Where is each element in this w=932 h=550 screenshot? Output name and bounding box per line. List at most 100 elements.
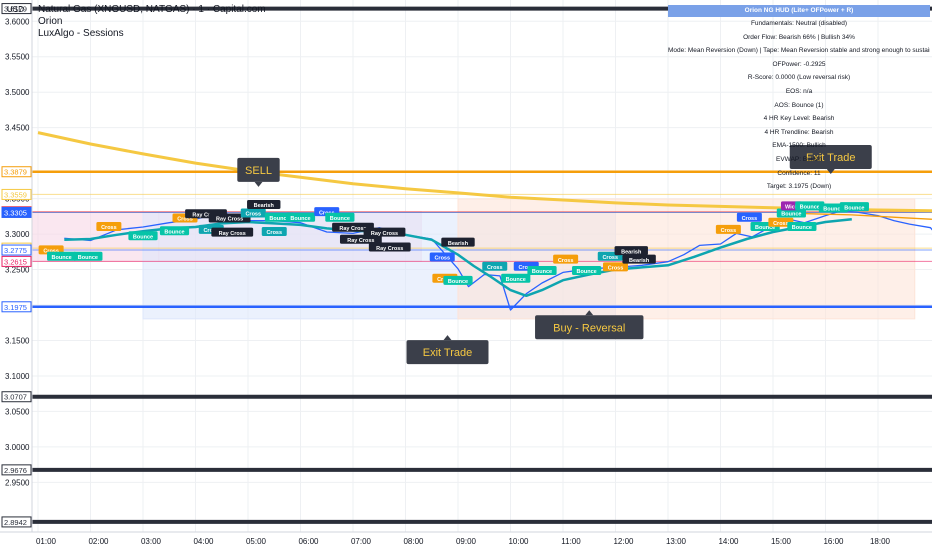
signal-tag-text: Bounce [823,207,843,213]
signal-tag: Bounce [572,265,602,275]
hud-aos: AOS: Bounce (1) [774,101,824,109]
orion-hud-panel: Orion NG HUD (Lite+ OFPower + R) Fundame… [668,5,930,194]
signal-tag-text: Bounce [164,229,184,235]
price-level-badge-text: 3.3879 [4,168,27,177]
signal-tag-text: Bounce [800,205,820,211]
signal-tag: Cross [603,262,628,272]
price-level-badge [1,516,32,528]
y-tick-label: 3.1000 [5,372,30,381]
hud-order-flow: Order Flow: Bearish 66% | Bullish 34% [743,33,855,41]
x-tick-label: 01:00 [36,537,57,546]
signal-tag-text: Bounce [52,255,72,261]
signal-tag-box [787,221,817,231]
indicator-sessions-label[interactable]: LuxAlgo - Sessions [38,28,124,39]
signal-tag-box [482,261,508,271]
signal-tag: Bearish [441,237,475,247]
signal-tag: Cross [240,208,266,218]
signal-tag: Bounce [795,201,825,211]
signal-tag-box [240,208,266,218]
signal-tag-box [429,252,455,262]
signal-tag-text: Cross [518,265,534,271]
signal-tag-text: Cross [43,249,59,255]
signal-tag: Cross [429,252,455,262]
price-level-badge-text: 3.0707 [4,393,27,402]
x-tick-label: 10:00 [508,537,529,546]
y-tick-label: 3.0000 [5,443,30,452]
signal-tag-text: Wick [785,205,799,211]
signal-tag-box [73,251,103,261]
signal-tag: Cross [768,217,794,227]
signal-tag: Bounce [787,221,817,231]
price-level-badge-text: 3.1975 [4,303,27,312]
signal-tag-text: Cross [602,255,618,261]
signal-tag: Bounce [73,251,103,261]
signal-tag-box [736,212,762,222]
price-level-badge [1,188,32,200]
indicator-orion-label[interactable]: Orion [38,16,63,27]
trade-annotation: Exit Trade [406,335,489,365]
signal-tag: Ray Cross [208,213,251,223]
signal-tag: Bounce [443,275,473,285]
signal-tag: Bounce [776,208,806,218]
x-tick-label: 09:00 [456,537,477,546]
signal-tag-text: Bounce [330,216,350,222]
y-tick-label: 3.0500 [5,407,30,416]
hud-trendline: 4 HR Trendline: Bearish [764,128,834,136]
signal-tag: Cross [715,224,741,234]
signal-tag-text: Bounce [755,225,775,231]
signal-tag-box [285,212,316,222]
series-line-3 [799,212,932,220]
price-level-badge [1,464,32,476]
price-level-badge-text: 3.2615 [4,257,27,266]
trade-annotation-pointer [585,310,594,316]
signal-tag-box [715,224,741,234]
trade-annotation: Buy - Reversal [535,310,644,340]
signal-tag-text: Bearish [254,203,275,209]
price-level-badge [1,244,32,256]
hud-ema: EMA-1500: Bullish [772,142,826,150]
signal-tag-box [211,227,254,237]
y-tick-label: 3.4500 [5,124,30,133]
signal-tag-text: Cross [266,230,282,236]
trade-annotation-box [406,340,489,365]
x-tick-label: 04:00 [193,537,214,546]
y-tick-label: 3.6000 [5,17,30,26]
signal-tag-text: Cross [101,225,117,231]
x-tick-label: 14:00 [718,537,739,546]
signal-tag-box [622,254,656,264]
price-level-badge-text: 2.8942 [4,518,27,527]
signal-tag: Bounce [527,265,557,275]
signal-tag-text: Cross [558,258,574,264]
signal-tag-text: Ray Cross [376,246,403,252]
y-tick-label: 3.2500 [5,266,30,275]
x-tick-label: 08:00 [403,537,424,546]
hud-target: Target: 3.1975 (Down) [766,183,832,191]
hud-key-level: 4 HR Key Level: Bearish [763,115,835,123]
signal-tag-text: Ray Cross [219,231,246,237]
trade-annotation-box [535,315,644,340]
x-tick-label: 11:00 [561,537,581,546]
signal-tag-text: Ray Cross [339,226,366,232]
signal-tag-box [339,234,382,244]
signal-tag: Bounce [501,273,531,283]
signal-tag-box [572,265,602,275]
price-level-badge [1,391,32,403]
hud-eos: EOS: n/a [785,87,813,95]
series-line-0 [64,210,932,311]
signal-tag-text: Bearish [621,249,642,255]
price-level-badge [1,166,32,178]
signal-tag-box [47,251,77,261]
trade-annotation-pointer [254,181,263,187]
y-tick-label: 3.1500 [5,336,30,345]
signal-tag-text: Cross [608,266,624,272]
signal-tag-box [443,275,473,285]
signal-tag-text: Cross [245,212,261,218]
signal-tag-box [261,226,287,236]
signal-tag-text: Bounce [532,269,552,275]
signal-tag-box [96,221,122,231]
signal-tag: Bearish [614,246,648,255]
trade-annotation-box [237,157,280,182]
price-level-badge-text: 2.9676 [4,466,27,475]
y-tick-label: 2.9500 [5,478,30,487]
